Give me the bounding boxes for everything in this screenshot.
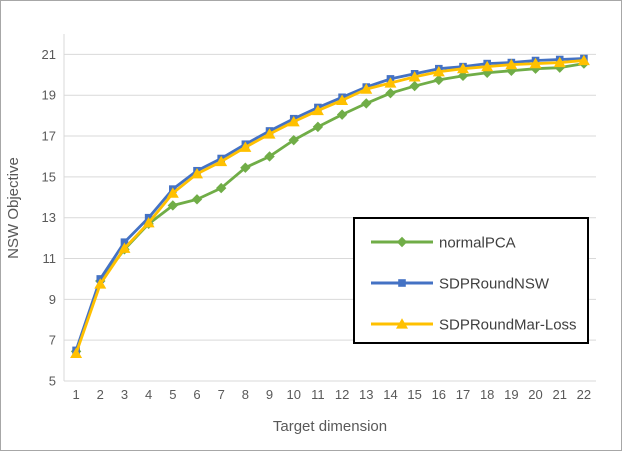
- x-tick-label: 3: [121, 387, 128, 402]
- series-line-sdproundmar-loss: [74, 59, 586, 355]
- axis-lines: [63, 34, 596, 382]
- series-layer: [70, 54, 590, 359]
- x-tick-label: 18: [480, 387, 494, 402]
- triangle-marker-sdproundmar-loss: [166, 187, 179, 198]
- triangle-marker-sdproundmar-loss: [481, 60, 494, 72]
- x-tick-label: 19: [504, 387, 518, 402]
- diamond-marker-normalpca: [264, 151, 275, 162]
- triangle-marker-sdproundmar-loss: [457, 62, 469, 74]
- x-tick-label: 7: [218, 387, 225, 402]
- x-tick-label: 4: [145, 387, 152, 402]
- x-tick-label: 22: [577, 387, 591, 402]
- triangle-marker-sdproundmar-loss: [94, 278, 107, 289]
- y-tick-label: 5: [49, 374, 56, 389]
- x-tick-label: 20: [528, 387, 542, 402]
- y-tick-label: 11: [43, 251, 57, 266]
- x-tick-label: 10: [286, 387, 300, 402]
- legend-item-label: normalPCA: [439, 235, 516, 252]
- y-tick-label: 9: [49, 292, 56, 307]
- x-tick-labels: 1 2 3 4 5 6 7 8 9 10 11 12 13 14 15 16 17 18 19 20 21 22: [72, 387, 591, 402]
- triangle-marker-sdproundmar-loss: [384, 77, 397, 88]
- y-tick-labels: 5 7 9 11 13 15 17 19 21: [42, 47, 56, 389]
- series-line-sdproundnsw: [74, 57, 586, 352]
- triangle-marker-sdproundmar-loss: [336, 94, 349, 105]
- y-tick-label: 15: [42, 169, 56, 184]
- series-line-normalpca: [74, 62, 586, 353]
- triangle-marker-sdproundmar-loss: [239, 141, 252, 152]
- square-marker-sdproundnsw: [120, 238, 129, 246]
- diamond-marker-normalpca: [361, 98, 372, 109]
- legend-item-label: SDPRoundNSW: [439, 276, 550, 293]
- x-tick-label: 11: [311, 387, 325, 402]
- y-axis-title: NSW Objective: [5, 157, 22, 259]
- diamond-marker-normalpca: [240, 162, 251, 173]
- diamond-marker-normalpca: [288, 134, 299, 146]
- diamond-marker-normalpca: [433, 74, 445, 86]
- triangle-marker-sdproundmar-loss: [505, 58, 518, 70]
- x-tick-label: 16: [432, 387, 446, 402]
- diamond-marker-normalpca: [191, 194, 203, 205]
- diamond-marker-normalpca: [409, 80, 420, 92]
- triangle-marker-sdproundmar-loss: [287, 115, 300, 127]
- triangle-marker-sdproundmar-loss: [577, 54, 590, 66]
- triangle-marker-sdproundmar-loss: [311, 104, 324, 116]
- diamond-marker-normalpca: [215, 182, 227, 194]
- x-axis-title: Target dimension: [273, 418, 387, 435]
- x-tick-label: 5: [169, 387, 176, 402]
- x-tick-label: 6: [193, 387, 200, 402]
- y-tick-label: 17: [42, 129, 56, 144]
- y-tick-label: 19: [42, 88, 56, 103]
- y-tick-label: 13: [42, 210, 56, 225]
- x-tick-label: 14: [383, 387, 397, 402]
- triangle-marker-sdproundmar-loss: [118, 242, 131, 253]
- y-tick-label: 21: [42, 47, 56, 62]
- triangle-marker-sdproundmar-loss: [432, 65, 445, 77]
- legend-box: [353, 217, 589, 344]
- diamond-marker-normalpca: [530, 63, 541, 74]
- diamond-marker-normalpca: [167, 200, 179, 211]
- legend: normalPCA SDPRoundNSW SDPRoundMar-Loss: [353, 217, 589, 344]
- x-tick-label: 17: [456, 387, 470, 402]
- x-tick-label: 13: [359, 387, 373, 402]
- legend-item-label: SDPRoundMar-Loss: [439, 317, 577, 334]
- diamond-marker-normalpca: [312, 121, 324, 133]
- x-tick-label: 1: [72, 387, 79, 402]
- diamond-marker-normalpca: [385, 87, 396, 99]
- legend-swatch-triangle-icon: [396, 318, 408, 329]
- x-tick-label: 15: [407, 387, 421, 402]
- triangle-marker-sdproundmar-loss: [360, 83, 373, 94]
- legend-swatch-square-icon: [398, 279, 406, 287]
- triangle-marker-sdproundmar-loss: [142, 217, 155, 228]
- triangle-marker-sdproundmar-loss: [553, 56, 566, 68]
- x-tick-label: 9: [266, 387, 273, 402]
- triangle-marker-sdproundmar-loss: [263, 128, 276, 139]
- diamond-marker-normalpca: [336, 109, 348, 120]
- x-tick-label: 21: [552, 387, 566, 402]
- x-tick-label: 2: [97, 387, 104, 402]
- y-tick-label: 7: [49, 333, 56, 348]
- x-tick-label: 12: [335, 387, 349, 402]
- triangle-marker-sdproundmar-loss: [215, 155, 228, 167]
- x-tick-label: 8: [242, 387, 249, 402]
- triangle-marker-sdproundmar-loss: [70, 347, 83, 359]
- triangle-marker-sdproundmar-loss: [529, 57, 542, 69]
- legend-swatch-diamond-icon: [396, 236, 408, 248]
- triangle-marker-sdproundmar-loss: [191, 168, 203, 179]
- triangle-marker-sdproundmar-loss: [408, 71, 421, 82]
